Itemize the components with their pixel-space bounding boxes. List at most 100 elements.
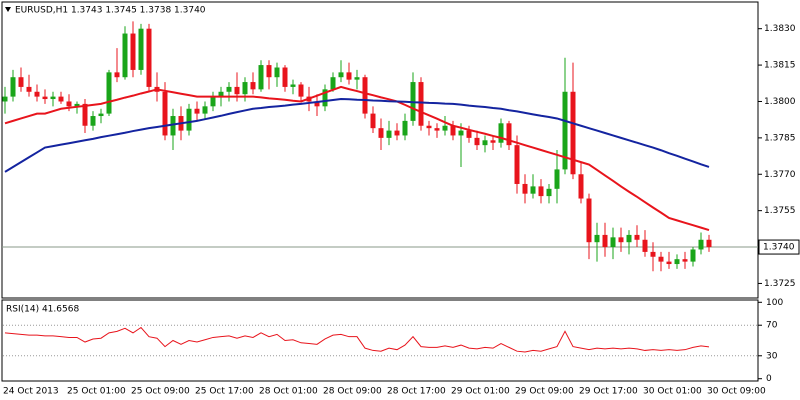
candle-body <box>570 91 576 175</box>
y-tick-label: 1.3785 <box>764 133 796 143</box>
price-label: 1.3740 <box>763 243 795 253</box>
candle-body <box>234 86 240 95</box>
candle-body <box>258 65 264 90</box>
candle-body <box>50 96 56 100</box>
candle-body <box>122 33 128 78</box>
y-tick-label: 1.3770 <box>764 170 796 180</box>
candle-body <box>546 188 552 197</box>
candle-body <box>474 137 480 146</box>
candle-body <box>114 72 120 78</box>
x-tick-label: 24 Oct 2013 <box>3 387 59 397</box>
y-tick-label: 100 <box>766 298 783 308</box>
candle-body <box>2 96 8 102</box>
x-tick-label: 25 Oct 01:00 <box>67 387 126 397</box>
candle-body <box>98 113 104 117</box>
moving-average <box>4 85 710 232</box>
price-label-box <box>758 239 800 255</box>
candle-body <box>42 96 48 100</box>
moving-average <box>4 98 710 173</box>
x-tick-label: 28 Oct 01:00 <box>259 387 318 397</box>
candle-body <box>170 116 176 136</box>
candle-body <box>514 145 520 184</box>
x-tick-label: 25 Oct 17:00 <box>195 387 254 397</box>
candle-body <box>210 96 216 107</box>
main-panel <box>1 1 759 299</box>
x-tick-label: 28 Oct 17:00 <box>387 387 446 397</box>
candle-body <box>626 234 632 243</box>
candle-body <box>26 86 32 92</box>
candle-body <box>402 120 408 136</box>
candle-body <box>442 125 448 131</box>
candle-body <box>642 239 648 252</box>
candle-body <box>338 72 344 78</box>
candle-body <box>298 84 304 97</box>
candle-body <box>250 82 256 90</box>
candle-body <box>74 103 80 107</box>
candle-body <box>682 259 688 262</box>
x-tick-label: 29 Oct 01:00 <box>451 387 510 397</box>
candle-body <box>554 169 560 189</box>
candle-body <box>674 259 680 265</box>
candle-body <box>146 28 152 87</box>
candle-body <box>434 128 440 131</box>
candle-body <box>266 65 272 78</box>
candle-body <box>618 237 624 243</box>
candle-body <box>226 86 232 92</box>
candle-body <box>458 130 464 136</box>
candle-body <box>690 249 696 262</box>
candle-body <box>466 130 472 138</box>
candle-body <box>362 77 368 114</box>
candle-body <box>218 91 224 97</box>
candle-body <box>706 239 712 248</box>
candle-body <box>650 251 656 257</box>
x-tick-label: 29 Oct 09:00 <box>515 387 574 397</box>
candle-body <box>138 28 144 70</box>
candle-body <box>586 198 592 243</box>
y-tick-label: 1.3830 <box>764 24 796 34</box>
y-tick-label: 1.3755 <box>764 206 796 216</box>
y-tick-label: 70 <box>766 321 778 331</box>
candle-body <box>522 183 528 194</box>
y-tick-label: 0 <box>766 374 772 384</box>
rsi-title: RSI(14) 41.6568 <box>6 305 79 315</box>
y-tick-label: 1.3800 <box>764 97 796 107</box>
candle-body <box>418 82 424 126</box>
candle-body <box>242 82 248 95</box>
candle-body <box>354 77 360 80</box>
candle-body <box>538 186 544 197</box>
candle-body <box>330 77 336 90</box>
menu-arrow <box>5 7 11 12</box>
candle-body <box>34 91 40 97</box>
candle-body <box>274 67 280 78</box>
candle-body <box>90 116 96 126</box>
candle-body <box>602 234 608 248</box>
candle-body <box>530 186 536 194</box>
candle-body <box>386 130 392 138</box>
candle-body <box>314 101 320 107</box>
candle-body <box>506 123 512 146</box>
y-tick-label: 1.3725 <box>764 279 796 289</box>
rsi-line <box>4 326 710 353</box>
candle-body <box>282 67 288 87</box>
chart-title: EURUSD,H1 1.3743 1.3745 1.3738 1.3740 <box>15 6 206 16</box>
x-tick-label: 30 Oct 01:00 <box>643 387 702 397</box>
candle-body <box>490 140 496 143</box>
candle-body <box>82 103 88 126</box>
candle-body <box>130 33 136 70</box>
x-tick-label: 30 Oct 09:00 <box>707 387 766 397</box>
rsi-panel <box>1 299 759 382</box>
candle-body <box>378 128 384 138</box>
candle-body <box>162 91 168 136</box>
y-tick-label: 30 <box>766 351 778 361</box>
candle-body <box>698 239 704 250</box>
candle-body <box>450 125 456 136</box>
x-tick-label: 29 Oct 17:00 <box>579 387 638 397</box>
y-tick-label: 1.3815 <box>764 61 796 71</box>
candle-body <box>610 237 616 248</box>
candle-body <box>290 84 296 87</box>
candle-body <box>322 89 328 107</box>
candle-body <box>202 106 208 114</box>
candle-body <box>594 234 600 243</box>
candle-body <box>394 130 400 136</box>
